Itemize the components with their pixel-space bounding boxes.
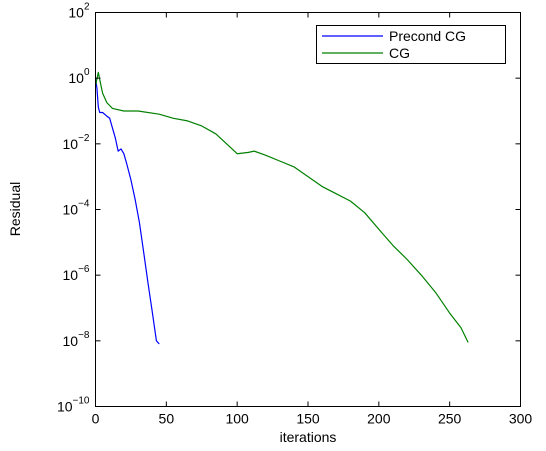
x-tick-label: 50: [159, 411, 175, 427]
y-tick-label: 10−4: [63, 199, 90, 218]
legend-label-precond-cg: Precond CG: [389, 28, 466, 44]
x-tick-label: 300: [509, 411, 533, 427]
y-tick-label: 10−6: [63, 264, 90, 283]
y-tick-label: 10−10: [57, 396, 90, 415]
legend: Precond CG CG: [316, 25, 506, 64]
y-tick-label: 10−8: [63, 330, 90, 349]
y-tick-label: 100: [68, 67, 90, 86]
y-axis-label: Residual: [7, 182, 23, 236]
x-tick-label: 0: [92, 411, 100, 427]
x-tick-label: 250: [438, 411, 462, 427]
x-tick-label: 150: [296, 411, 320, 427]
legend-label-cg: CG: [389, 45, 410, 61]
legend-box: [316, 25, 506, 64]
series-layer: [94, 71, 469, 345]
tick-layer: 0 50 100 150 200 250 300 102 100 10−2 10−4 10−6 10−8…: [57, 2, 532, 427]
series-line-cg: [94, 71, 469, 343]
x-tick-label: 200: [367, 411, 391, 427]
plot-frame: [95, 12, 521, 407]
y-tick-label: 102: [68, 2, 90, 21]
y-tick-label: 10−2: [63, 133, 90, 152]
x-tick-label: 100: [225, 411, 249, 427]
x-axis-label: iterations: [280, 429, 337, 445]
series-line-precond-cg: [94, 78, 160, 345]
